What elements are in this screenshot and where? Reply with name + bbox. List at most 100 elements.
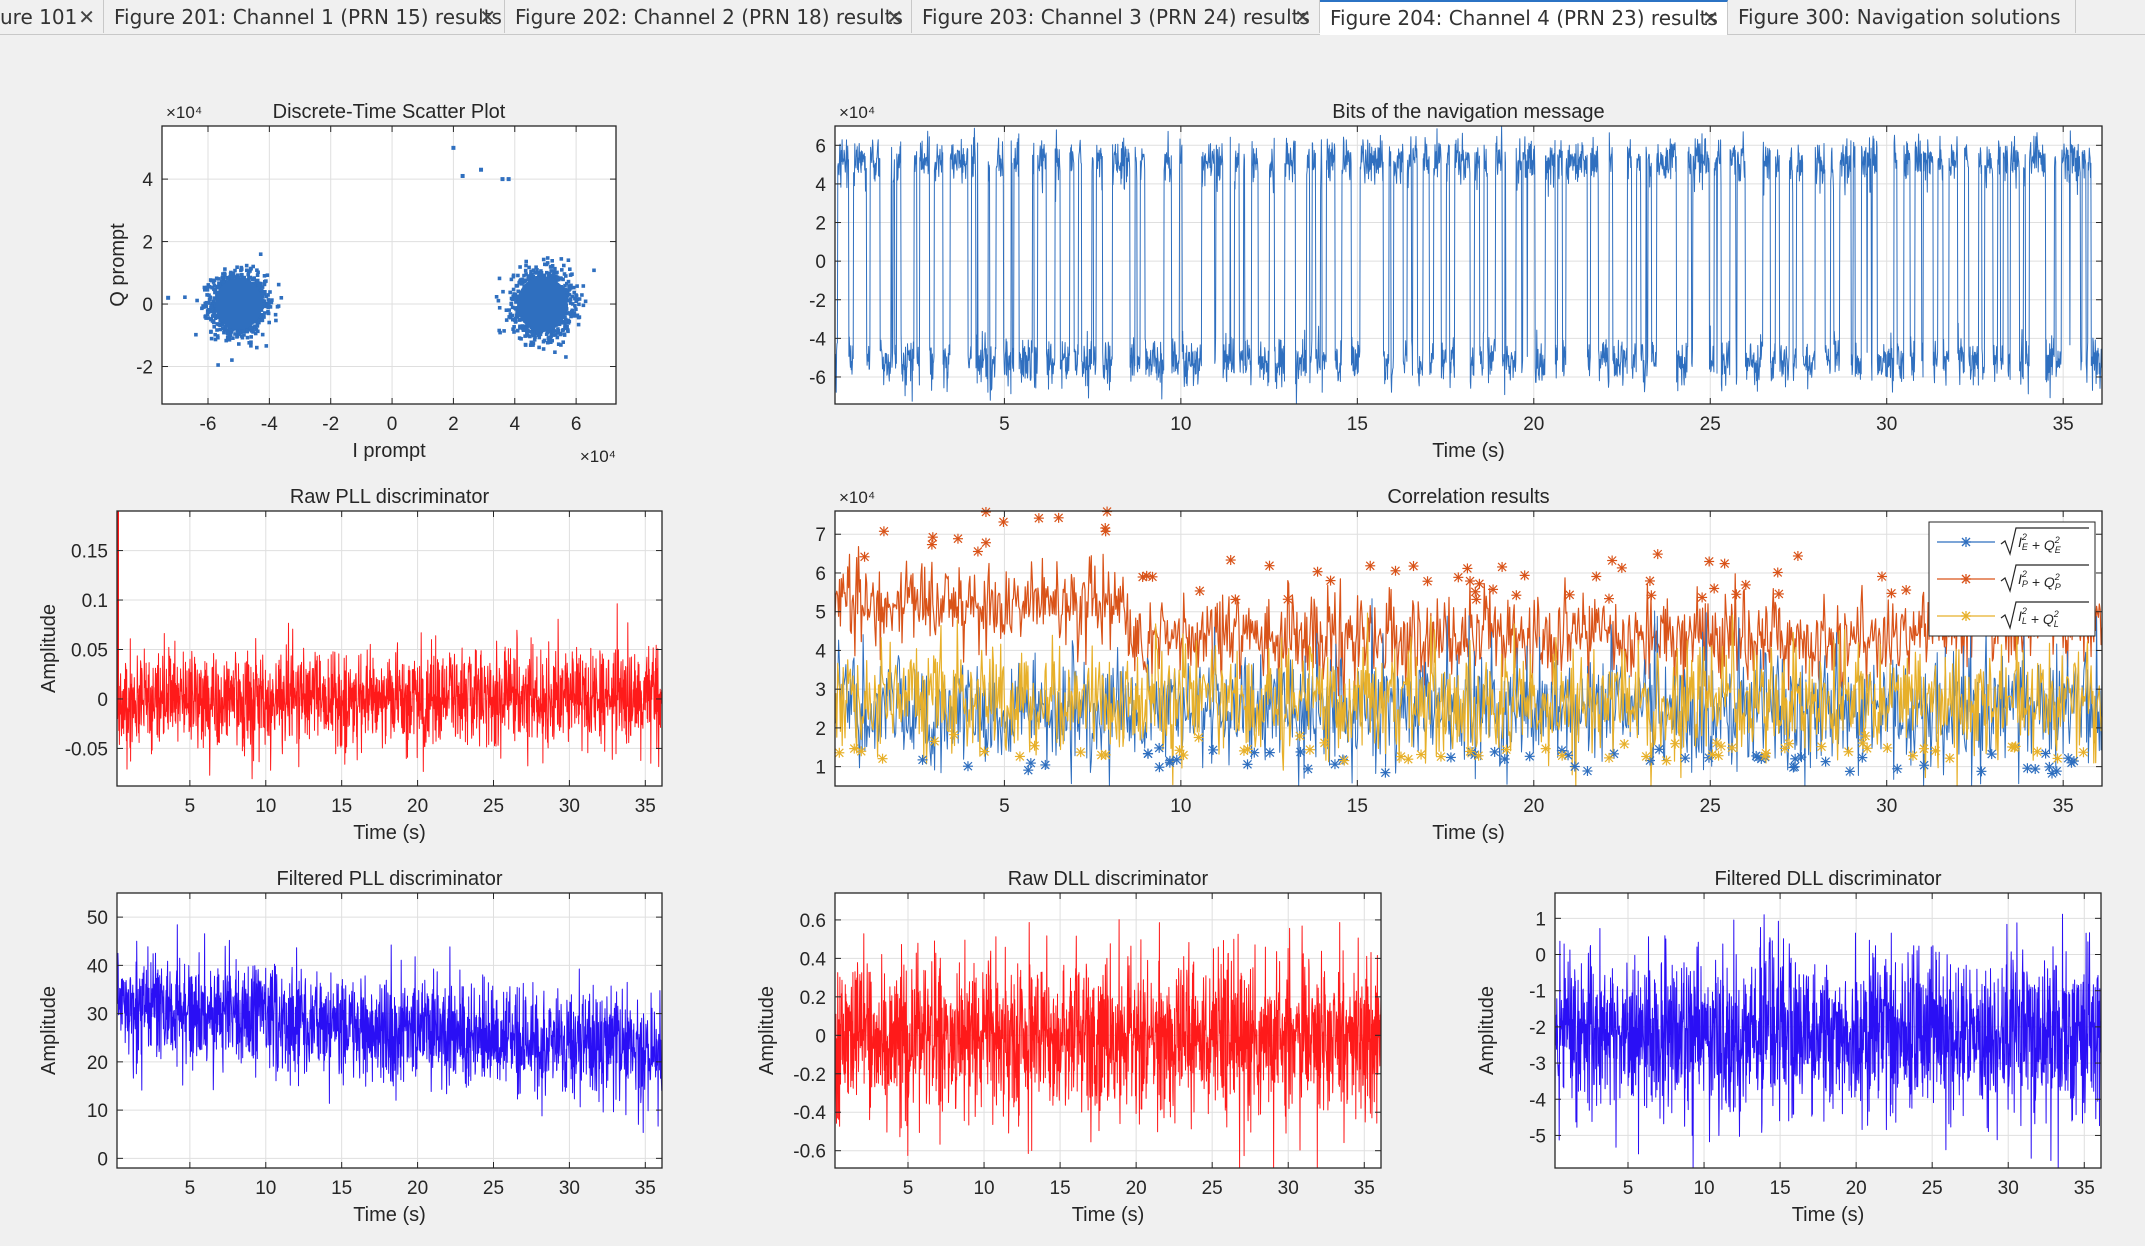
asterisk-marker: [1740, 579, 1751, 590]
scatter-point: [266, 298, 271, 302]
marker-stroke: [1453, 572, 1463, 582]
asterisk-marker: [1390, 565, 1401, 576]
tab-figure-101[interactable]: ure 101 ✕: [0, 0, 104, 33]
tab-figure-204[interactable]: Figure 204: Channel 4 (PRN 23) results ✕: [1320, 0, 1728, 35]
tab-label: Figure 203: Channel 3 (PRN 24) results: [922, 5, 1310, 29]
marker-stroke: [1773, 568, 1783, 577]
close-icon[interactable]: ✕: [1294, 5, 1311, 29]
scatter-point: [251, 325, 256, 330]
x-tick-label: 35: [2053, 796, 2074, 817]
scatter-point: [256, 329, 260, 334]
x-tick-label: 15: [1050, 1178, 1071, 1199]
marker-stroke: [1465, 576, 1475, 586]
scatter-point: [567, 284, 571, 288]
scatter-point: [528, 334, 532, 339]
marker-stroke: [1604, 594, 1614, 604]
tab-figure-203[interactable]: Figure 203: Channel 3 (PRN 24) results ✕: [912, 0, 1320, 33]
scatter-point: [262, 274, 267, 278]
marker-stroke: [1143, 749, 1153, 758]
marker-stroke: [1054, 513, 1064, 523]
tab-figure-202[interactable]: Figure 202: Channel 2 (PRN 18) results ✕: [505, 0, 912, 33]
close-icon[interactable]: ✕: [78, 5, 95, 29]
marker-stroke: [1030, 741, 1039, 751]
scatter-point: [230, 358, 234, 362]
tab-figure-300[interactable]: Figure 300: Navigation solutions: [1728, 0, 2076, 33]
scatter-point: [245, 268, 249, 273]
marker-stroke: [2063, 753, 2073, 763]
asterisk-marker: [1704, 556, 1715, 567]
x-tick-label: 6: [571, 414, 582, 435]
asterisk-marker: [1023, 765, 1034, 776]
scatter-point: [246, 272, 250, 277]
scatter-point: [497, 306, 502, 310]
marker-stroke: [918, 755, 927, 765]
y-tick-label: 3: [815, 680, 826, 701]
filtdll-series-line: [1554, 913, 2102, 1169]
sqrt-symbol: [2000, 564, 2089, 594]
asterisk-marker: [1033, 513, 1044, 524]
asterisk-marker: [948, 729, 959, 740]
x-axis-label: Time (s): [1072, 1204, 1145, 1226]
y-tick-label: 40: [87, 956, 108, 977]
x-tick-label: 20: [1846, 1178, 1867, 1199]
y-tick-label: -0.05: [65, 739, 108, 760]
scatter-point: [562, 263, 566, 268]
scatter-point: [205, 312, 210, 317]
scatter-point: [224, 338, 228, 343]
scatter-point: [518, 325, 523, 330]
y-tick-label: 4: [815, 175, 826, 196]
asterisk-marker: [1727, 742, 1738, 753]
scatter-point: [204, 304, 208, 309]
scatter-point: [546, 336, 551, 340]
marker-stroke: [1882, 743, 1892, 753]
asterisk-marker: [1540, 743, 1551, 754]
y-tick-label: 0.05: [71, 640, 108, 661]
scatter-point: [510, 305, 515, 310]
scatter-point: [240, 335, 245, 340]
y-axis-label: Q prompt: [107, 223, 129, 307]
marker-stroke: [1500, 754, 1510, 764]
x-tick-label: -2: [322, 414, 339, 435]
scatter-point: [508, 312, 513, 316]
scatter-point: [210, 319, 215, 323]
asterisk-marker: [1844, 766, 1855, 777]
chart-corr: 5 10 15 20 25 30 35 1 2 3 4 5 6 7 Correlation results T…: [815, 486, 2103, 844]
marker-stroke: [1716, 741, 1726, 751]
marker-stroke: [1511, 590, 1521, 600]
close-icon[interactable]: ✕: [479, 5, 496, 29]
y-tick-label: 0.6: [800, 911, 826, 932]
marker-stroke: [1565, 590, 1575, 600]
marker-stroke: [1265, 748, 1275, 758]
marker-stroke: [1100, 523, 1110, 533]
asterisk-marker: [1302, 763, 1313, 774]
close-icon[interactable]: ✕: [1702, 6, 1719, 30]
scatter-point: [264, 344, 269, 348]
marker-stroke: [1148, 572, 1157, 582]
asterisk-marker: [1075, 747, 1086, 758]
scatter-point: [260, 288, 264, 293]
tab-figure-201[interactable]: Figure 201: Channel 1 (PRN 15) results ✕: [104, 0, 505, 33]
scatter-point: [575, 284, 579, 288]
asterisk-marker: [1591, 571, 1602, 582]
y-tick-label: 0.15: [71, 542, 108, 563]
scatter-point: [451, 145, 456, 150]
asterisk-marker: [972, 546, 983, 557]
scatter-point: [235, 265, 239, 269]
asterisk-marker: [1242, 759, 1253, 770]
asterisk-marker: [1760, 748, 1771, 759]
scatter-point: [573, 304, 577, 308]
close-icon[interactable]: ✕: [886, 5, 903, 29]
marker-stroke: [1901, 585, 1911, 595]
scatter-point: [216, 315, 220, 319]
marker-stroke: [1470, 587, 1480, 597]
scatter-point: [233, 268, 237, 273]
asterisk-marker: [1238, 745, 1249, 756]
asterisk-marker: [1249, 747, 1260, 758]
scatter-point: [494, 295, 499, 299]
plot-area: [162, 126, 616, 404]
scatter-point: [553, 350, 557, 354]
x-tick-label: 25: [1922, 1178, 1943, 1199]
asterisk-marker: [1154, 762, 1165, 773]
asterisk-marker: [1147, 571, 1158, 582]
asterisk-marker: [1719, 558, 1730, 569]
